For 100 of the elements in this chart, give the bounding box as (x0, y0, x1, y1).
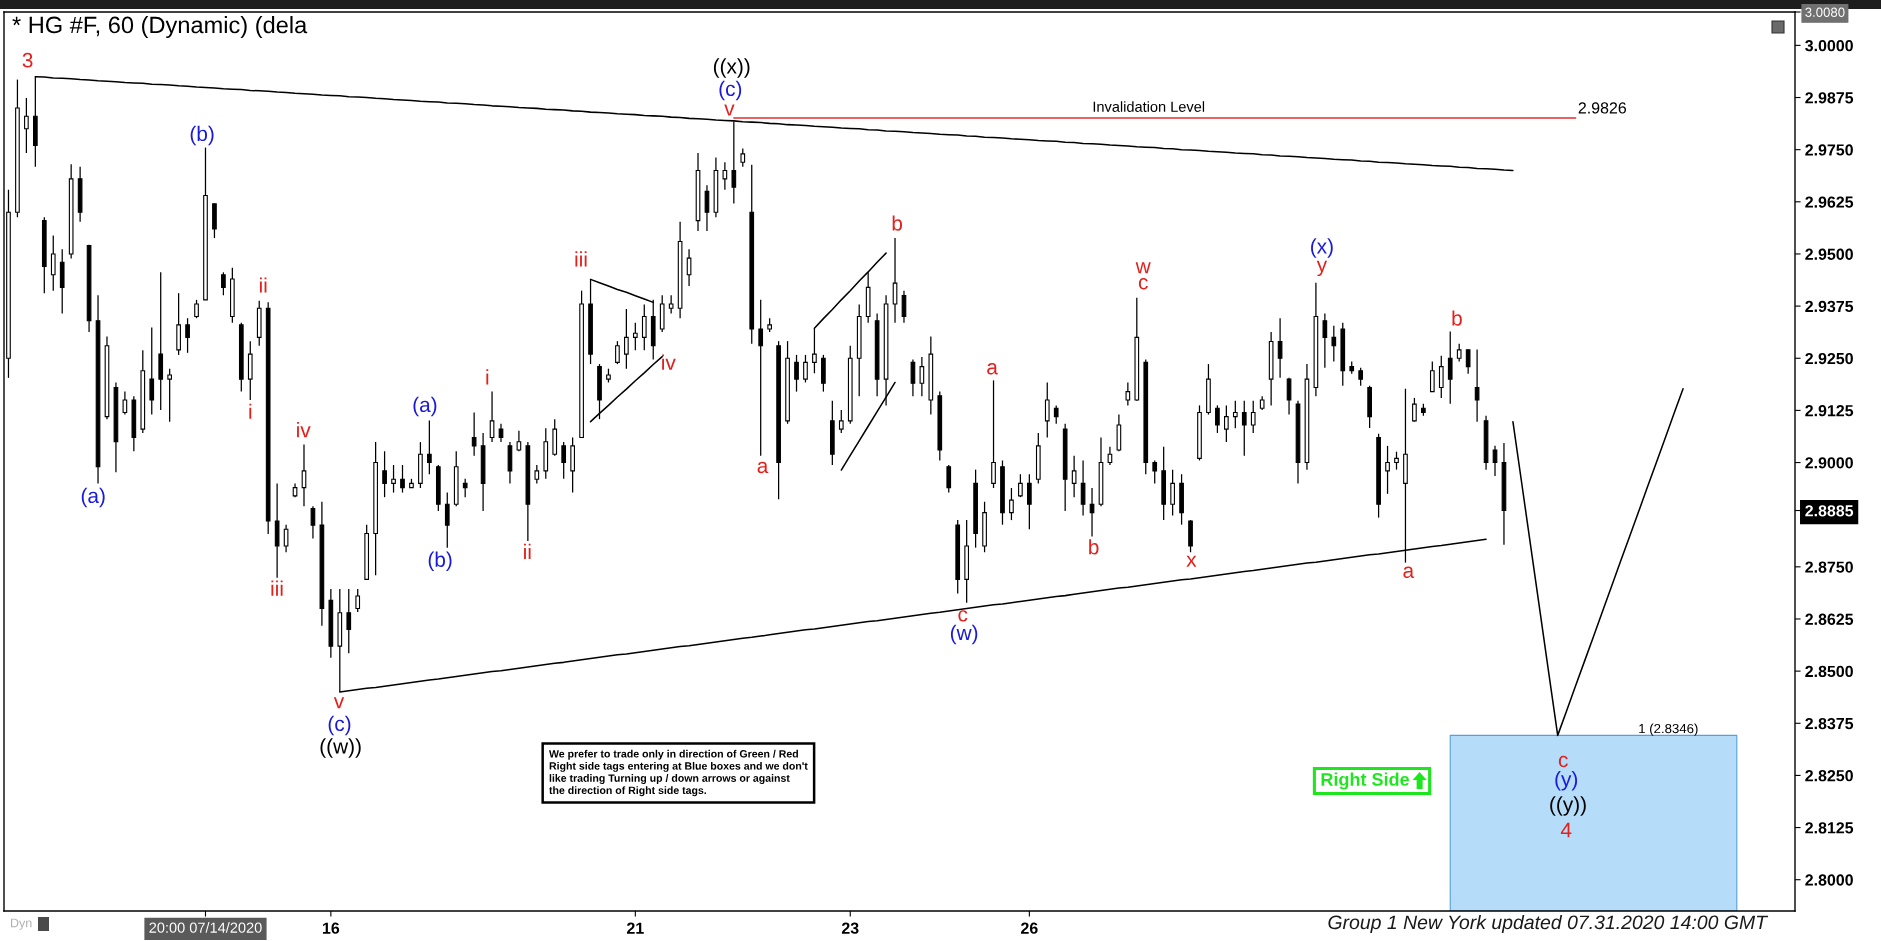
candlestick (1277, 317, 1283, 379)
annotation: (a) (81, 487, 105, 508)
candlestick (794, 354, 799, 393)
candlestick (355, 588, 361, 613)
y-tick-label: 2.9375 (1805, 300, 1854, 313)
annotation: c (958, 610, 968, 622)
candlestick (149, 326, 155, 416)
annotation: ii (524, 543, 531, 559)
candlestick (1447, 330, 1453, 405)
candlestick (641, 303, 647, 351)
text: Group 1 New York updated 07.31.2020 14:00 GMT (1328, 914, 1769, 934)
candlestick (1465, 348, 1471, 375)
candlestick (1027, 473, 1032, 530)
annotation: Right Side (1321, 772, 1410, 790)
candlestick (615, 340, 620, 365)
candlestick (1170, 469, 1175, 517)
x-tick-label: 21 (627, 922, 644, 934)
annotation: (a) (413, 396, 437, 417)
y-tick-label: 2.8500 (1805, 665, 1853, 678)
annotation: b (1452, 310, 1462, 326)
y-tick-label: 2.9875 (1805, 92, 1854, 104)
y-tick-label: 2.9500 (1805, 248, 1853, 260)
candlestick (946, 464, 952, 494)
candlestick (1215, 404, 1220, 434)
annotation: (y) (1555, 771, 1578, 791)
candlestick (1224, 404, 1229, 443)
candlestick (991, 379, 996, 489)
annotation: Invalidation Level (1093, 101, 1205, 112)
annotation: (b) (428, 551, 452, 571)
y-tick-label: 2.8000 (1805, 874, 1853, 886)
candlestick (391, 464, 396, 494)
annotation: w (1135, 262, 1151, 274)
annotation: v (724, 104, 735, 116)
candlestick (444, 491, 450, 549)
candlestick (803, 354, 808, 384)
annotation: (w) (950, 624, 978, 645)
candlestick (185, 317, 190, 354)
candlestick (400, 464, 405, 494)
candlestick (382, 450, 387, 498)
y-tick-label: 2.9125 (1805, 405, 1854, 417)
annotation: (c) (719, 80, 742, 101)
candlestick (722, 161, 728, 191)
annotation: a (987, 363, 998, 375)
candlestick (758, 299, 764, 457)
candlestick (1250, 400, 1256, 434)
candlestick (346, 588, 352, 654)
text: Dyn (11, 918, 32, 930)
candlestick (283, 524, 289, 553)
candlestick (668, 294, 674, 315)
candlestick (462, 478, 468, 498)
annotation: v (333, 697, 345, 709)
annotation: i (486, 369, 489, 385)
x-tick-label: 20:00 07/14/2020 (149, 922, 262, 933)
candlestick (1080, 459, 1086, 517)
annotation: ((y)) (1550, 796, 1586, 816)
annotation: c (1138, 278, 1148, 290)
annotation: We prefer to trade only in direction of Green / Red Right side tags entering at Blue boxes and we don't like trading Turning up / down arrows or against the direction of Right side tags. (549, 749, 808, 797)
candlestick (1053, 404, 1059, 425)
annotation: 2.9826 (1578, 102, 1627, 114)
candlestick (1152, 459, 1158, 485)
annotation: (x) (1311, 238, 1333, 258)
annotation: 1 (2.8346) (1639, 723, 1698, 736)
y-tick-label: 2.9625 (1805, 196, 1854, 208)
y-tick-label: 2.8625 (1805, 613, 1854, 625)
annotation: ii (259, 277, 267, 293)
y-tick-label: 2.9250 (1805, 352, 1853, 365)
candlestick (50, 234, 56, 292)
annotation: (c) (328, 715, 351, 736)
annotation: iii (575, 251, 587, 267)
annotation: ((x)) (713, 58, 750, 78)
y-tick-label: 2.9750 (1805, 144, 1853, 156)
x-tick-label: 16 (322, 922, 340, 934)
candlestick (1232, 400, 1238, 429)
candlestick (122, 390, 128, 416)
x-tick-label: 26 (1021, 922, 1038, 934)
y-tick-label: 2.8750 (1805, 561, 1853, 573)
y-tick-label: 3.0000 (1805, 40, 1853, 52)
y-tick-label: 2.8250 (1805, 770, 1853, 782)
annotation: a (757, 461, 769, 474)
candlestick (471, 411, 477, 457)
candlestick (24, 97, 29, 154)
candlestick (534, 464, 540, 485)
annotation: x (1186, 555, 1197, 567)
chart-title: * HG #F, 60 (Dynamic) (dela (12, 16, 308, 38)
y-tick-label: 3.0080 (1805, 7, 1845, 17)
candlestick (1412, 397, 1417, 423)
candlestick (1385, 445, 1390, 495)
candlestick (1429, 360, 1435, 393)
candlestick (1322, 312, 1328, 369)
annotation: iv (297, 422, 311, 438)
annotation: b (1089, 539, 1099, 555)
x-tick-label: 23 (841, 922, 859, 934)
annotation: a (1403, 566, 1415, 578)
candlestick (1044, 381, 1050, 439)
y-tick-label: 2.8375 (1805, 717, 1854, 730)
candlestick (1071, 455, 1077, 498)
candlestick (221, 271, 226, 296)
candlestick (1474, 348, 1480, 423)
y-tick-label: 2.8885 (1805, 505, 1854, 517)
annotation: c (1558, 755, 1568, 768)
